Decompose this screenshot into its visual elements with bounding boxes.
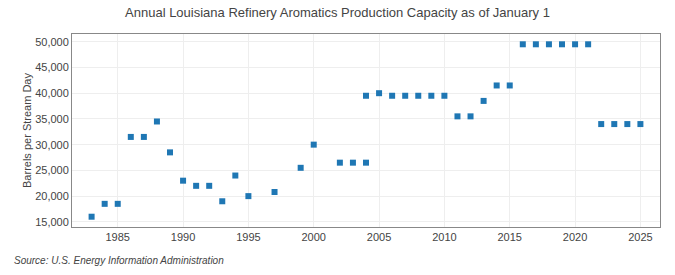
svg-text:20,000: 20,000 xyxy=(35,190,69,202)
svg-text:30,000: 30,000 xyxy=(35,139,69,151)
svg-text:40,000: 40,000 xyxy=(35,87,69,99)
svg-text:15,000: 15,000 xyxy=(35,216,69,228)
svg-text:Source: U.S. Energy Informatio: Source: U.S. Energy Information Administ… xyxy=(14,255,224,266)
svg-text:1995: 1995 xyxy=(236,231,260,243)
svg-text:1990: 1990 xyxy=(171,231,195,243)
svg-text:25,000: 25,000 xyxy=(35,164,69,176)
svg-text:Barrels per Stream Day: Barrels per Stream Day xyxy=(21,73,33,188)
svg-text:2010: 2010 xyxy=(432,231,456,243)
svg-text:2015: 2015 xyxy=(497,231,521,243)
svg-text:1985: 1985 xyxy=(105,231,129,243)
svg-text:Annual Louisiana Refinery Arom: Annual Louisiana Refinery Aromatics Prod… xyxy=(125,5,550,20)
svg-text:2025: 2025 xyxy=(628,231,652,243)
svg-text:2020: 2020 xyxy=(563,231,587,243)
svg-text:45,000: 45,000 xyxy=(35,61,69,73)
svg-text:50,000: 50,000 xyxy=(35,36,69,48)
svg-text:2000: 2000 xyxy=(301,231,325,243)
svg-text:35,000: 35,000 xyxy=(35,113,69,125)
svg-text:2005: 2005 xyxy=(367,231,391,243)
